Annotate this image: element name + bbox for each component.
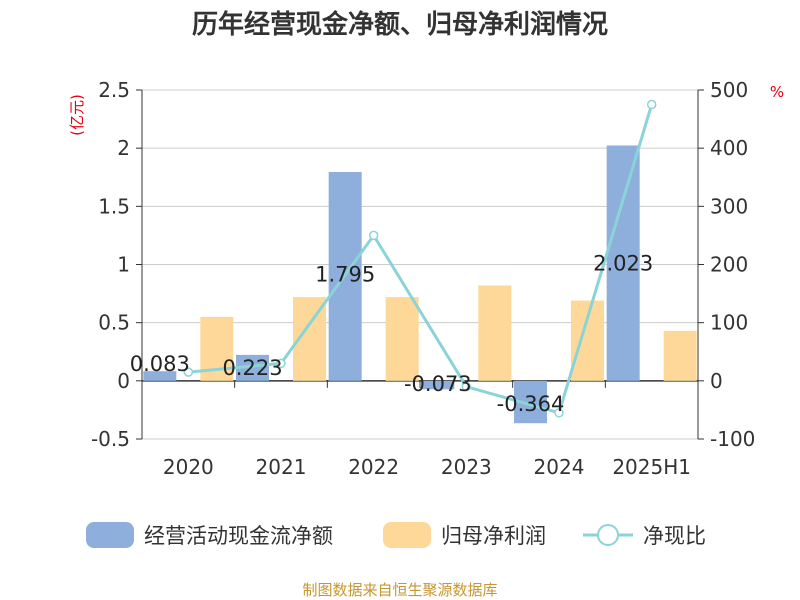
cashflow-data-label: -0.073: [404, 372, 472, 396]
left-tick-label: 0.5: [98, 311, 130, 335]
legend-label-cashflow: 经营活动现金流净额: [144, 524, 333, 548]
source-note: 制图数据来自恒生聚源数据库: [302, 581, 497, 599]
ratio-point: [276, 358, 286, 369]
left-tick-label: 0: [117, 369, 130, 393]
x-tick-label: 2022: [348, 455, 399, 479]
ratio-point: [368, 230, 379, 241]
legend-swatch-net-profit: [383, 522, 431, 548]
ratio-point: [183, 367, 194, 377]
gridlines: [142, 89, 698, 440]
left-tick-label: 1.5: [98, 194, 130, 218]
right-tick-label: 500: [710, 78, 748, 102]
left-tick-label: 1: [117, 253, 130, 277]
cashflow-data-label: 1.795: [315, 263, 375, 287]
net-profit-bar: [571, 300, 604, 381]
data-labels: 0.083 0.223 1.795 -0.073 -0.364 2.023: [130, 252, 653, 416]
right-tick-label: 200: [710, 253, 748, 277]
cashflow-data-label: -0.364: [497, 392, 565, 416]
cashflow-data-label: 2.023: [593, 252, 653, 276]
x-tick-label: 2023: [441, 455, 492, 479]
x-tick-label: 2024: [534, 455, 585, 479]
cashflow-data-label: 0.223: [222, 356, 282, 380]
right-tick-label: -100: [710, 427, 755, 451]
left-axis-unit: (亿元): [68, 94, 86, 136]
left-tick-label: 2: [117, 136, 130, 160]
x-tick-label: 2025H1: [612, 455, 691, 479]
legend-swatch-cashflow: [86, 522, 134, 548]
right-tick-label: 100: [710, 311, 748, 335]
legend: 经营活动现金流净额 归母净利润 净现比: [86, 522, 706, 548]
x-tick-label: 2021: [256, 455, 307, 479]
ratio-line-path: [188, 104, 654, 415]
net-profit-bar: [478, 285, 512, 381]
net-profit-bar: [663, 330, 697, 381]
legend-marker-ratio: [597, 524, 619, 546]
ratio-point: [554, 408, 564, 418]
ratio-line: [183, 99, 657, 418]
right-tick-label: 0: [710, 369, 723, 393]
right-axis-unit: %: [770, 83, 784, 101]
ratio-point: [461, 381, 472, 392]
cashflow-bar: [606, 145, 640, 381]
left-tick-label: -0.5: [91, 427, 130, 451]
ratio-point: [646, 99, 657, 110]
cashflow-data-label: 0.083: [130, 352, 190, 376]
cashflow-bar: [421, 380, 455, 390]
chart-title: 历年经营现金净额、归母净利润情况: [192, 9, 608, 40]
right-tick-label: 400: [710, 136, 748, 160]
right-tick-label: 300: [710, 194, 748, 218]
x-tick-label: 2020: [163, 455, 214, 479]
legend-label-net-profit: 归母净利润: [441, 524, 546, 548]
left-tick-label: 2.5: [98, 78, 130, 102]
net-profit-bar: [385, 297, 419, 381]
cashflow-bar: [143, 371, 177, 381]
axes: -0.5 0 0.5 1 1.5 2 2.5 -100 0 100 200 300 400 500 2020…: [91, 78, 755, 479]
legend-label-ratio: 净现比: [643, 524, 706, 548]
